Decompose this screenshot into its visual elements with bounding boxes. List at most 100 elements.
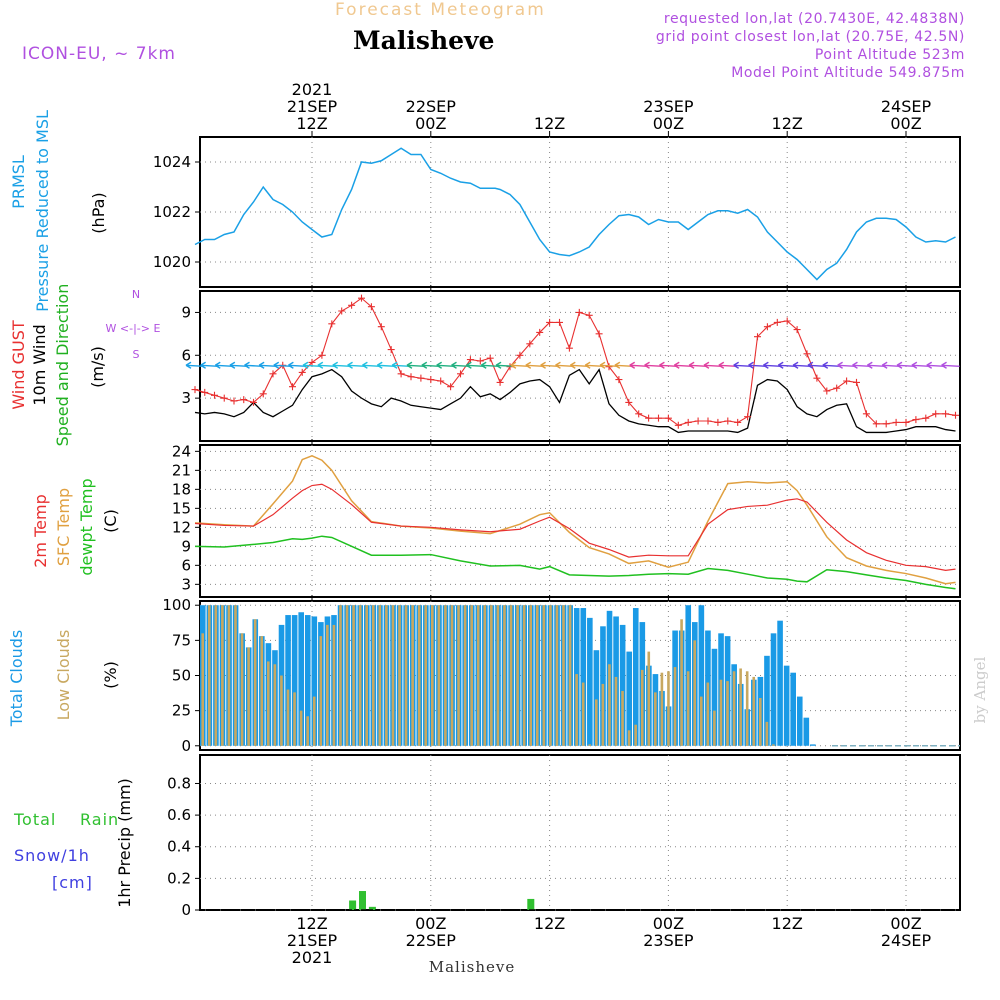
low-cloud-bar <box>234 605 237 746</box>
wind-gust-marker <box>823 387 831 395</box>
wind-gust-marker <box>250 398 257 406</box>
low-cloud-bar <box>496 605 500 746</box>
top-time-label: 22SEP <box>406 97 457 116</box>
top-time-label: 24SEP <box>881 97 932 116</box>
total-cloud-bar <box>810 744 816 746</box>
low-cloud-bar <box>240 633 244 746</box>
wind-gust-marker <box>615 376 623 384</box>
wind-gust-marker <box>585 311 593 319</box>
low-cloud-bar <box>411 605 414 746</box>
low-cloud-bar <box>339 605 342 746</box>
low-cloud-bar <box>732 671 736 746</box>
wind-gust-marker <box>486 354 494 362</box>
low-cloud-bar <box>247 647 250 746</box>
total-cloud-bar <box>803 717 810 746</box>
wind-gust-marker <box>922 414 930 422</box>
pressure-unit: (hPa) <box>89 192 108 233</box>
total-cloud-bar <box>783 665 790 746</box>
low-cloud-bar <box>640 669 644 746</box>
low-cloud-bar <box>680 619 683 746</box>
total-clouds-label: Total Clouds <box>7 630 26 728</box>
low-cloud-bar <box>431 605 434 746</box>
low-cloud-bar <box>385 605 388 746</box>
wind-gust-marker <box>328 320 336 328</box>
wind-gust-marker <box>942 410 950 418</box>
temperature-frame <box>199 444 961 598</box>
precipitation-ytick-label: 0.2 <box>167 869 191 887</box>
pressure-label-msl: Pressure Reduced to MSL <box>33 110 52 312</box>
total-cloud-bar <box>304 615 311 746</box>
low-cloud-bar <box>522 605 526 746</box>
wind-gust-marker <box>211 391 218 399</box>
temperature-ytick-label: 3 <box>181 575 191 593</box>
wind-gust-line <box>194 297 956 426</box>
low-cloud-bar <box>490 605 493 746</box>
top-time-label: 12Z <box>534 114 565 133</box>
low-cloud-bar <box>319 636 323 746</box>
low-cloud-bar <box>221 605 224 746</box>
total-cloud-bar <box>770 633 777 746</box>
wind-gust-marker <box>338 307 346 315</box>
wind-gust-marker <box>358 294 365 302</box>
clouds-unit: (%) <box>101 661 120 689</box>
top-time-label: 21SEP <box>287 97 338 116</box>
wind-gust-marker <box>872 420 880 428</box>
low-cloud-bar <box>745 671 749 746</box>
total-cloud-bar <box>764 655 770 746</box>
wind-gust-marker <box>793 326 801 334</box>
wind-gust-marker <box>932 410 940 418</box>
wind-gust-marker <box>447 383 455 391</box>
low-cloud-bar <box>588 744 592 746</box>
rain-bar <box>368 906 376 910</box>
rain-bar <box>349 900 357 910</box>
wind-gust-marker <box>387 346 395 354</box>
low-cloud-bar <box>555 605 559 746</box>
wind-gust-marker <box>734 418 742 426</box>
low-cloud-bar <box>759 697 762 746</box>
precipitation-ytick-label: 0 <box>181 901 191 919</box>
wind-10m-label: 10m Wind <box>30 324 49 405</box>
low-cloud-bar <box>503 605 506 746</box>
temperature-ytick-label: 21 <box>172 461 191 479</box>
wind-gust-marker <box>417 374 425 382</box>
total-cloud-bar <box>711 648 718 746</box>
bottom-time-label: 12Z <box>772 914 803 933</box>
precipitation-ytick-label: 0.6 <box>167 806 191 824</box>
temperature-ytick-label: 12 <box>172 518 191 536</box>
model-altitude: Model Point Altitude 549.875m <box>731 65 965 81</box>
low-cloud-bar <box>752 676 756 746</box>
low-cloud-bar <box>207 605 211 746</box>
two-meter-temp-line <box>194 483 956 572</box>
low-cloud-bar <box>614 676 618 746</box>
clouds-ytick-label: 25 <box>172 702 191 720</box>
temp-sfc-label: SFC Temp <box>54 488 73 566</box>
temp-unit: (C) <box>101 509 120 533</box>
precip-cm-label: [cm] <box>52 873 93 892</box>
total-cloud-bar <box>632 608 639 746</box>
low-cloud-bar <box>345 605 349 746</box>
low-cloud-bar <box>378 605 382 746</box>
wind-gust-marker <box>714 418 722 426</box>
wind-gust-marker <box>763 323 771 331</box>
low-cloud-bar <box>654 692 657 746</box>
total-cloud-bar <box>291 615 298 746</box>
wind-gust-marker <box>625 398 633 406</box>
wind-gust-marker <box>882 420 890 428</box>
low-cloud-bar <box>476 605 480 746</box>
wind-gust-marker <box>783 317 791 325</box>
wind-gust-marker <box>645 414 653 422</box>
low-cloud-bar <box>706 682 710 746</box>
wind-gust-marker <box>565 344 573 352</box>
low-cloud-bar <box>227 605 231 746</box>
low-cloud-bar <box>621 690 624 746</box>
wind-gust-marker <box>220 394 228 402</box>
top-time-label: 00Z <box>415 114 446 133</box>
wind-gust-marker <box>289 383 296 391</box>
low-cloud-bar <box>542 605 546 746</box>
low-cloud-bar <box>470 605 473 746</box>
low-cloud-bar <box>647 651 651 746</box>
low-cloud-bar <box>398 605 401 746</box>
wind-gust-marker <box>952 411 959 419</box>
wind-unit: (m/s) <box>88 346 107 388</box>
clouds-ytick-label: 75 <box>172 631 191 649</box>
